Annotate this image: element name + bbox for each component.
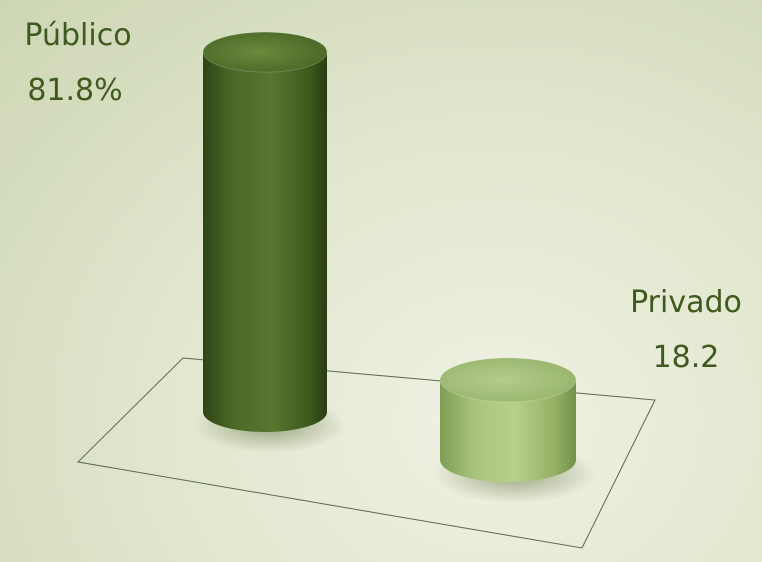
bars-layer [194, 31, 597, 504]
publico-category-label: Público [24, 18, 131, 53]
publico-bar [203, 52, 327, 432]
privado-value-label: 18.2 [653, 340, 720, 375]
publico-bar-top [202, 31, 328, 73]
publico-value-label: 81.8% [27, 73, 122, 108]
privado-bar-top [439, 357, 577, 403]
privado-category-label: Privado [630, 285, 742, 320]
labels-layer: Público 81.8% Privado 18.2 [24, 18, 741, 375]
privado-bar [440, 379, 576, 482]
